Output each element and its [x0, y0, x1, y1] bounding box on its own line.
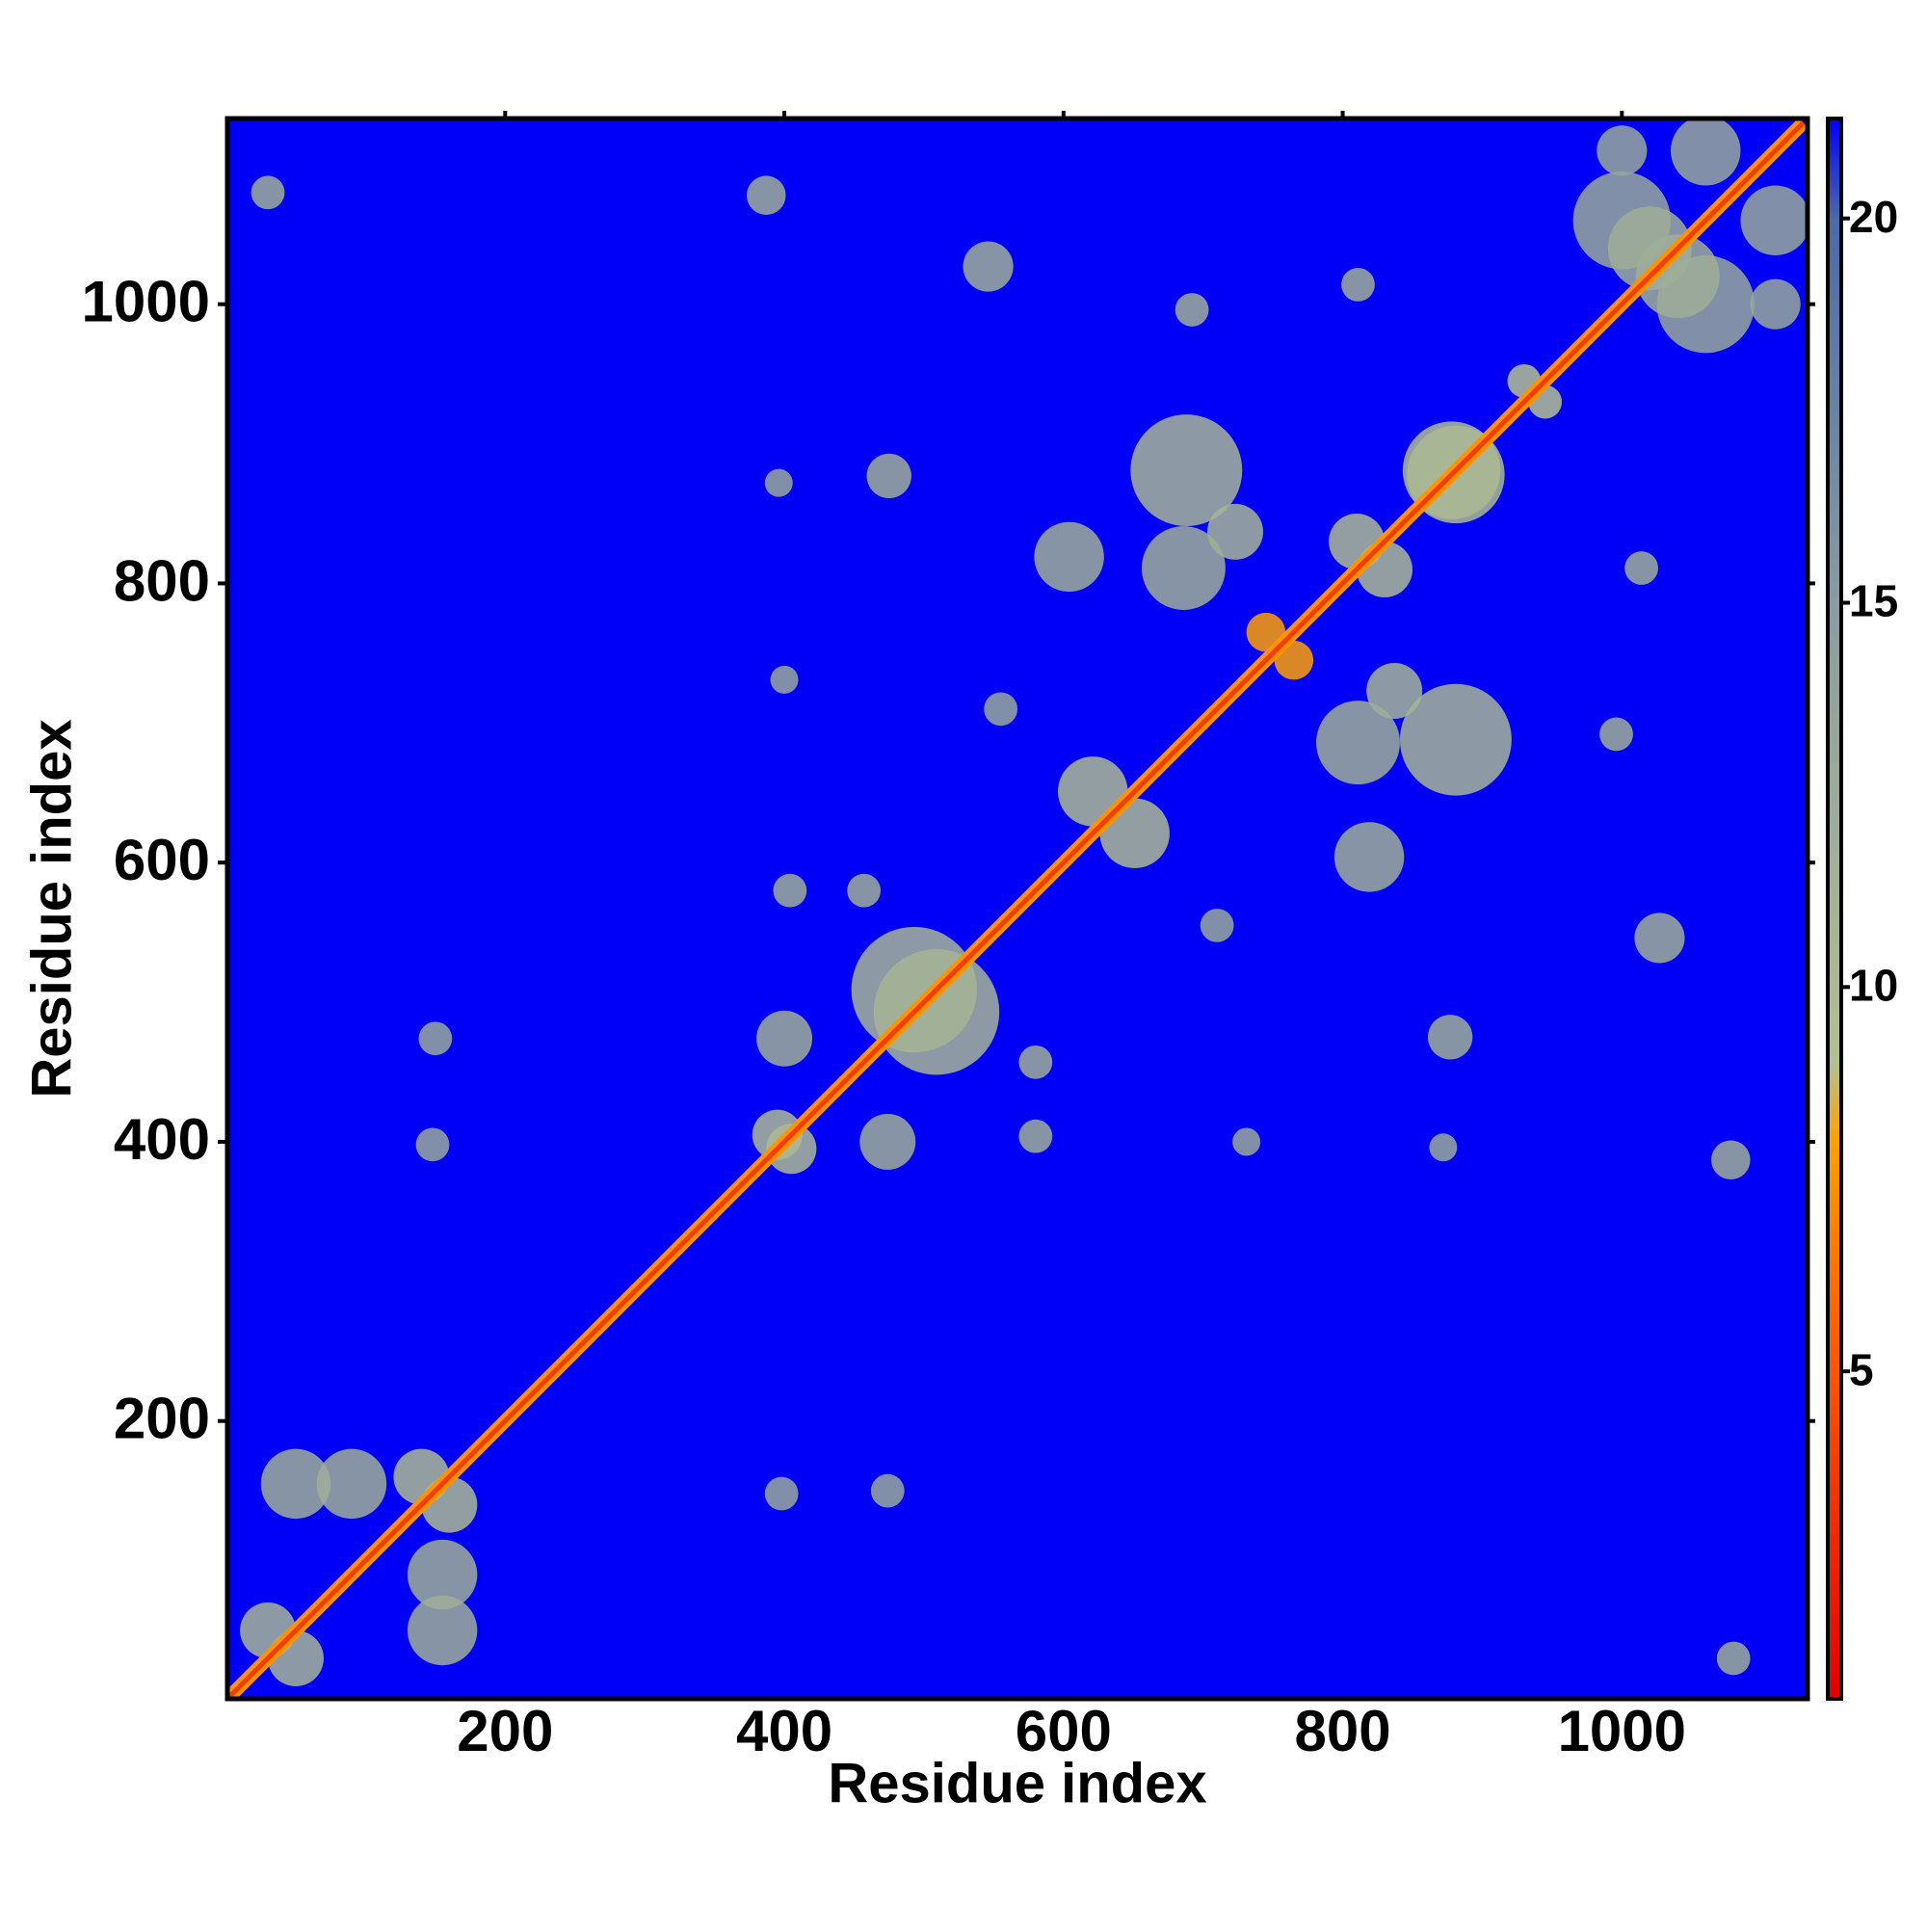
contact-patch	[859, 1113, 916, 1170]
contact-patch	[870, 1473, 905, 1508]
colorbar-tick-label: 15	[1849, 576, 1898, 626]
contact-patch	[1141, 526, 1226, 610]
contact-patch	[1207, 503, 1263, 560]
contact-patch	[1034, 521, 1104, 593]
contact-patch	[1018, 1119, 1053, 1153]
contact-patch	[1597, 125, 1648, 176]
x-tick-label: 200	[457, 1699, 553, 1763]
contact-patch	[1130, 414, 1243, 527]
x-axis-title: Residue index	[828, 1752, 1206, 1814]
contact-patch	[1711, 1140, 1751, 1180]
contact-patch	[1740, 185, 1808, 255]
colorbar	[1826, 117, 1843, 1701]
contact-patch	[1232, 1127, 1261, 1156]
plot-frame	[224, 116, 1810, 1702]
contact-patch	[407, 1539, 478, 1610]
contact-patch	[746, 175, 786, 215]
contact-patch	[1429, 1133, 1458, 1162]
x-tick-label: 800	[1295, 1699, 1391, 1763]
colorbar-tick-label: 5	[1849, 1344, 1874, 1394]
x-tick-label: 600	[1016, 1699, 1112, 1763]
y-tick-label: 400	[114, 1107, 210, 1172]
contact-patch	[1599, 717, 1633, 752]
contact-patch	[756, 1010, 813, 1067]
contact-patch	[873, 949, 1000, 1075]
contact-patch	[963, 241, 1014, 292]
contact-patch	[316, 1448, 387, 1520]
x-tick-label: 400	[736, 1699, 832, 1763]
y-tick-label: 600	[114, 828, 210, 892]
contact-patch	[773, 873, 807, 908]
contact-patch	[1634, 913, 1685, 964]
y-tick-label: 1000	[82, 270, 210, 334]
colorbar-tick-label: 10	[1849, 961, 1898, 1011]
contact-patch	[1341, 268, 1375, 302]
contact-patch	[764, 468, 793, 497]
contact-patch	[770, 665, 799, 694]
contact-patch	[766, 1124, 817, 1175]
contact-patch	[1716, 1641, 1751, 1676]
contact-patch	[1399, 683, 1512, 796]
contact-patch	[1750, 278, 1801, 330]
colorbar-tick-label: 20	[1849, 192, 1898, 242]
contact-patch	[415, 1127, 450, 1162]
y-tick-label: 200	[114, 1387, 210, 1451]
contact-patch	[418, 1021, 453, 1056]
contact-patch	[866, 453, 911, 499]
contact-patch	[984, 692, 1017, 727]
contact-patch	[260, 1448, 331, 1520]
contact-patch	[251, 175, 285, 210]
contact-patch	[1635, 234, 1720, 319]
contact-patch	[1366, 663, 1423, 719]
contact-patch	[847, 873, 882, 908]
y-axis-title: Residue index	[20, 719, 83, 1098]
contact-patch	[1316, 701, 1400, 785]
diagonal	[227, 120, 1806, 1699]
contact-patch	[1427, 1015, 1473, 1060]
x-tick-label: 1000	[1558, 1699, 1686, 1763]
y-tick-label: 800	[114, 548, 210, 613]
contact-patch	[1333, 822, 1405, 892]
contact-patch	[407, 1595, 478, 1666]
contact-patch	[1018, 1045, 1053, 1079]
contact-patch	[1624, 551, 1658, 585]
contact-patch	[1671, 119, 1741, 186]
contact-patch	[1200, 909, 1234, 942]
contact-patch	[1175, 293, 1209, 327]
plot-area	[227, 119, 1808, 1699]
contact-patch	[764, 1476, 799, 1511]
